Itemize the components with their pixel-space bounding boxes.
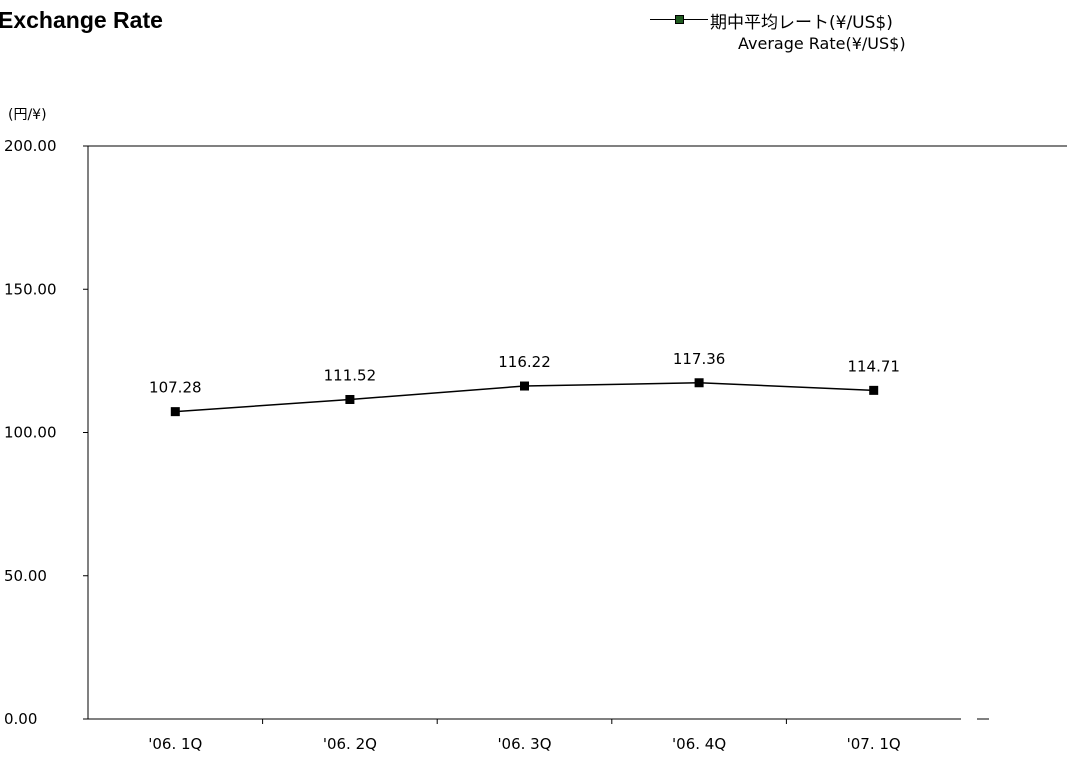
data-label: 107.28 [149, 379, 202, 397]
x-axis-ticks: '06. 1Q '06. 2Q '06. 3Q '06. 4Q '07. 1Q [148, 719, 901, 753]
y-axis-unit-label: (円/¥) [8, 107, 47, 123]
data-point-marker [345, 394, 355, 404]
data-point-marker [170, 407, 180, 417]
data-label: 114.71 [847, 357, 900, 375]
chart-title: Exchange Rate [0, 7, 163, 33]
legend-label-english: Average Rate(¥/US$) [738, 34, 906, 53]
y-tick-label: 150.00 [4, 280, 57, 298]
x-tick-label: '06. 3Q [497, 735, 551, 753]
y-tick-label: 0.00 [4, 710, 37, 728]
chart-axes [87, 145, 1067, 720]
y-axis-ticks: 0.00 50.00 100.00 150.00 200.00 [4, 137, 88, 728]
data-label: 116.22 [498, 353, 551, 371]
series-average-rate: 107.28 111.52 116.22 117.36 114.71 [149, 350, 900, 417]
data-point-marker [520, 381, 529, 391]
data-point-marker [694, 378, 704, 388]
x-tick-label: '06. 4Q [672, 735, 726, 753]
y-tick-label: 50.00 [4, 567, 47, 585]
x-tick-label: '06. 2Q [323, 735, 377, 753]
x-tick-label: '07. 1Q [847, 735, 901, 753]
y-tick-label: 100.00 [4, 424, 57, 442]
y-tick-label: 200.00 [4, 137, 57, 155]
legend-label-japanese: 期中平均レート(¥/US$) [710, 13, 893, 33]
data-label: 117.36 [673, 350, 726, 368]
legend-square-marker-icon [675, 15, 684, 24]
legend: 期中平均レート(¥/US$) Average Rate(¥/US$) [650, 6, 980, 62]
x-tick-label: '06. 1Q [148, 735, 202, 753]
data-label: 111.52 [324, 366, 377, 384]
data-point-marker [869, 385, 879, 395]
